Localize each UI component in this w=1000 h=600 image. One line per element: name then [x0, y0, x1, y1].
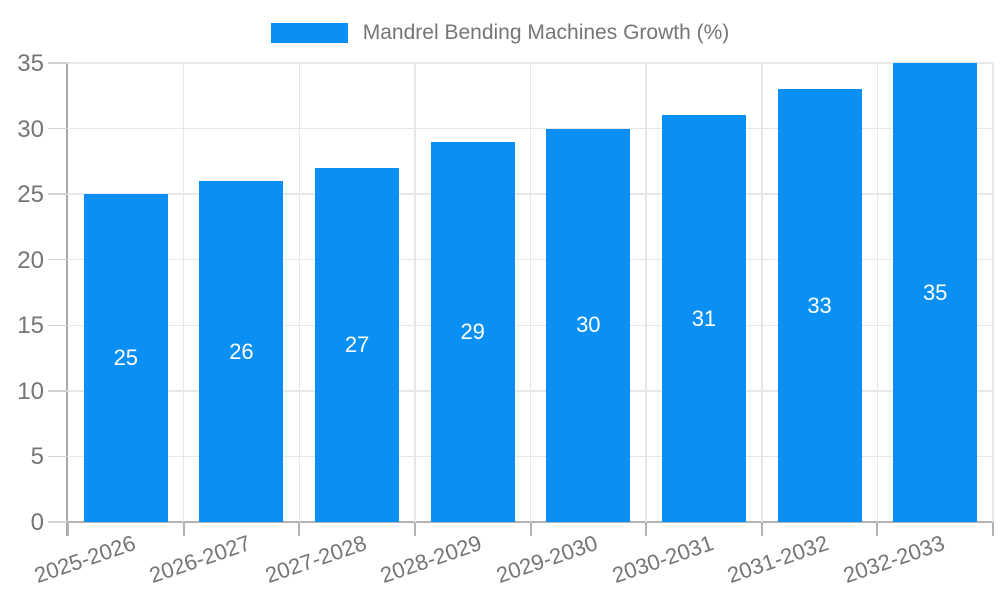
- x-tick-mark: [876, 522, 879, 536]
- y-axis-tick-label: 30: [17, 115, 44, 143]
- bar-value-label: 27: [344, 331, 370, 357]
- y-tick-mark: [48, 390, 68, 392]
- bar-value-label: 30: [576, 312, 601, 338]
- bar-value-label: 26: [229, 338, 254, 364]
- bar[interactable]: [315, 167, 400, 522]
- x-gridline: [529, 63, 532, 522]
- x-tick-mark: [529, 522, 532, 536]
- y-tick-mark: [48, 62, 68, 64]
- bar[interactable]: [777, 89, 862, 522]
- y-tick-mark: [48, 193, 68, 195]
- x-tick-mark: [182, 522, 185, 536]
- x-axis-tick-label: 2027-2028: [261, 530, 370, 589]
- x-tick-mark: [760, 522, 763, 536]
- y-axis-tick-label: 0: [30, 509, 44, 536]
- x-axis-tick-label: 2029-2030: [493, 530, 601, 589]
- y-axis-tick-label: 20: [17, 246, 44, 274]
- x-axis-tick-label: 2031-2032: [724, 530, 833, 589]
- y-axis-line: [66, 63, 68, 536]
- y-tick-mark: [48, 127, 68, 130]
- y-axis-tick-label: 25: [17, 181, 44, 209]
- bar-value-label: 33: [807, 292, 832, 318]
- bar-value-label: 25: [113, 345, 139, 371]
- bar[interactable]: [661, 115, 746, 522]
- y-tick-mark: [48, 455, 68, 458]
- x-tick-mark: [298, 522, 301, 536]
- x-axis-tick-label: 2032-2033: [840, 530, 948, 589]
- bar[interactable]: [430, 141, 515, 522]
- y-axis-tick-label: 5: [30, 443, 44, 471]
- x-tick-mark: [645, 522, 648, 536]
- x-gridline: [876, 63, 879, 522]
- x-gridline: [182, 63, 185, 522]
- x-axis-tick-label: 2030-2031: [608, 530, 717, 589]
- y-axis-tick-label: 15: [17, 312, 44, 340]
- y-tick-mark: [48, 324, 68, 327]
- y-tick-mark: [48, 258, 68, 261]
- bar[interactable]: [199, 181, 284, 522]
- x-gridline: [645, 63, 647, 522]
- y-tick-mark: [48, 521, 68, 523]
- bar-value-label: 29: [460, 318, 485, 344]
- legend-label: Mandrel Bending Machines Growth (%): [362, 21, 730, 44]
- x-gridline: [761, 63, 763, 522]
- bar-value-label: 35: [922, 279, 948, 305]
- x-axis-tick-label: 2026-2027: [146, 530, 254, 589]
- legend-swatch: [270, 23, 348, 43]
- x-axis-tick-label: 2028-2029: [377, 530, 486, 589]
- x-gridline: [298, 63, 300, 522]
- bar-value-label: 31: [691, 305, 717, 331]
- y-axis-tick-label: 10: [17, 377, 44, 405]
- bar[interactable]: [893, 63, 978, 522]
- x-gridline: [992, 63, 994, 522]
- x-tick-mark: [413, 522, 416, 536]
- bar[interactable]: [83, 194, 168, 522]
- chart-legend[interactable]: Mandrel Bending Machines Growth (%): [0, 20, 1000, 46]
- x-gridline: [414, 63, 416, 522]
- bar[interactable]: [546, 128, 631, 522]
- x-axis-tick-label: 2025-2026: [30, 530, 139, 589]
- x-tick-mark: [992, 522, 994, 536]
- x-tick-mark: [67, 522, 69, 536]
- y-axis-tick-label: 35: [17, 50, 44, 77]
